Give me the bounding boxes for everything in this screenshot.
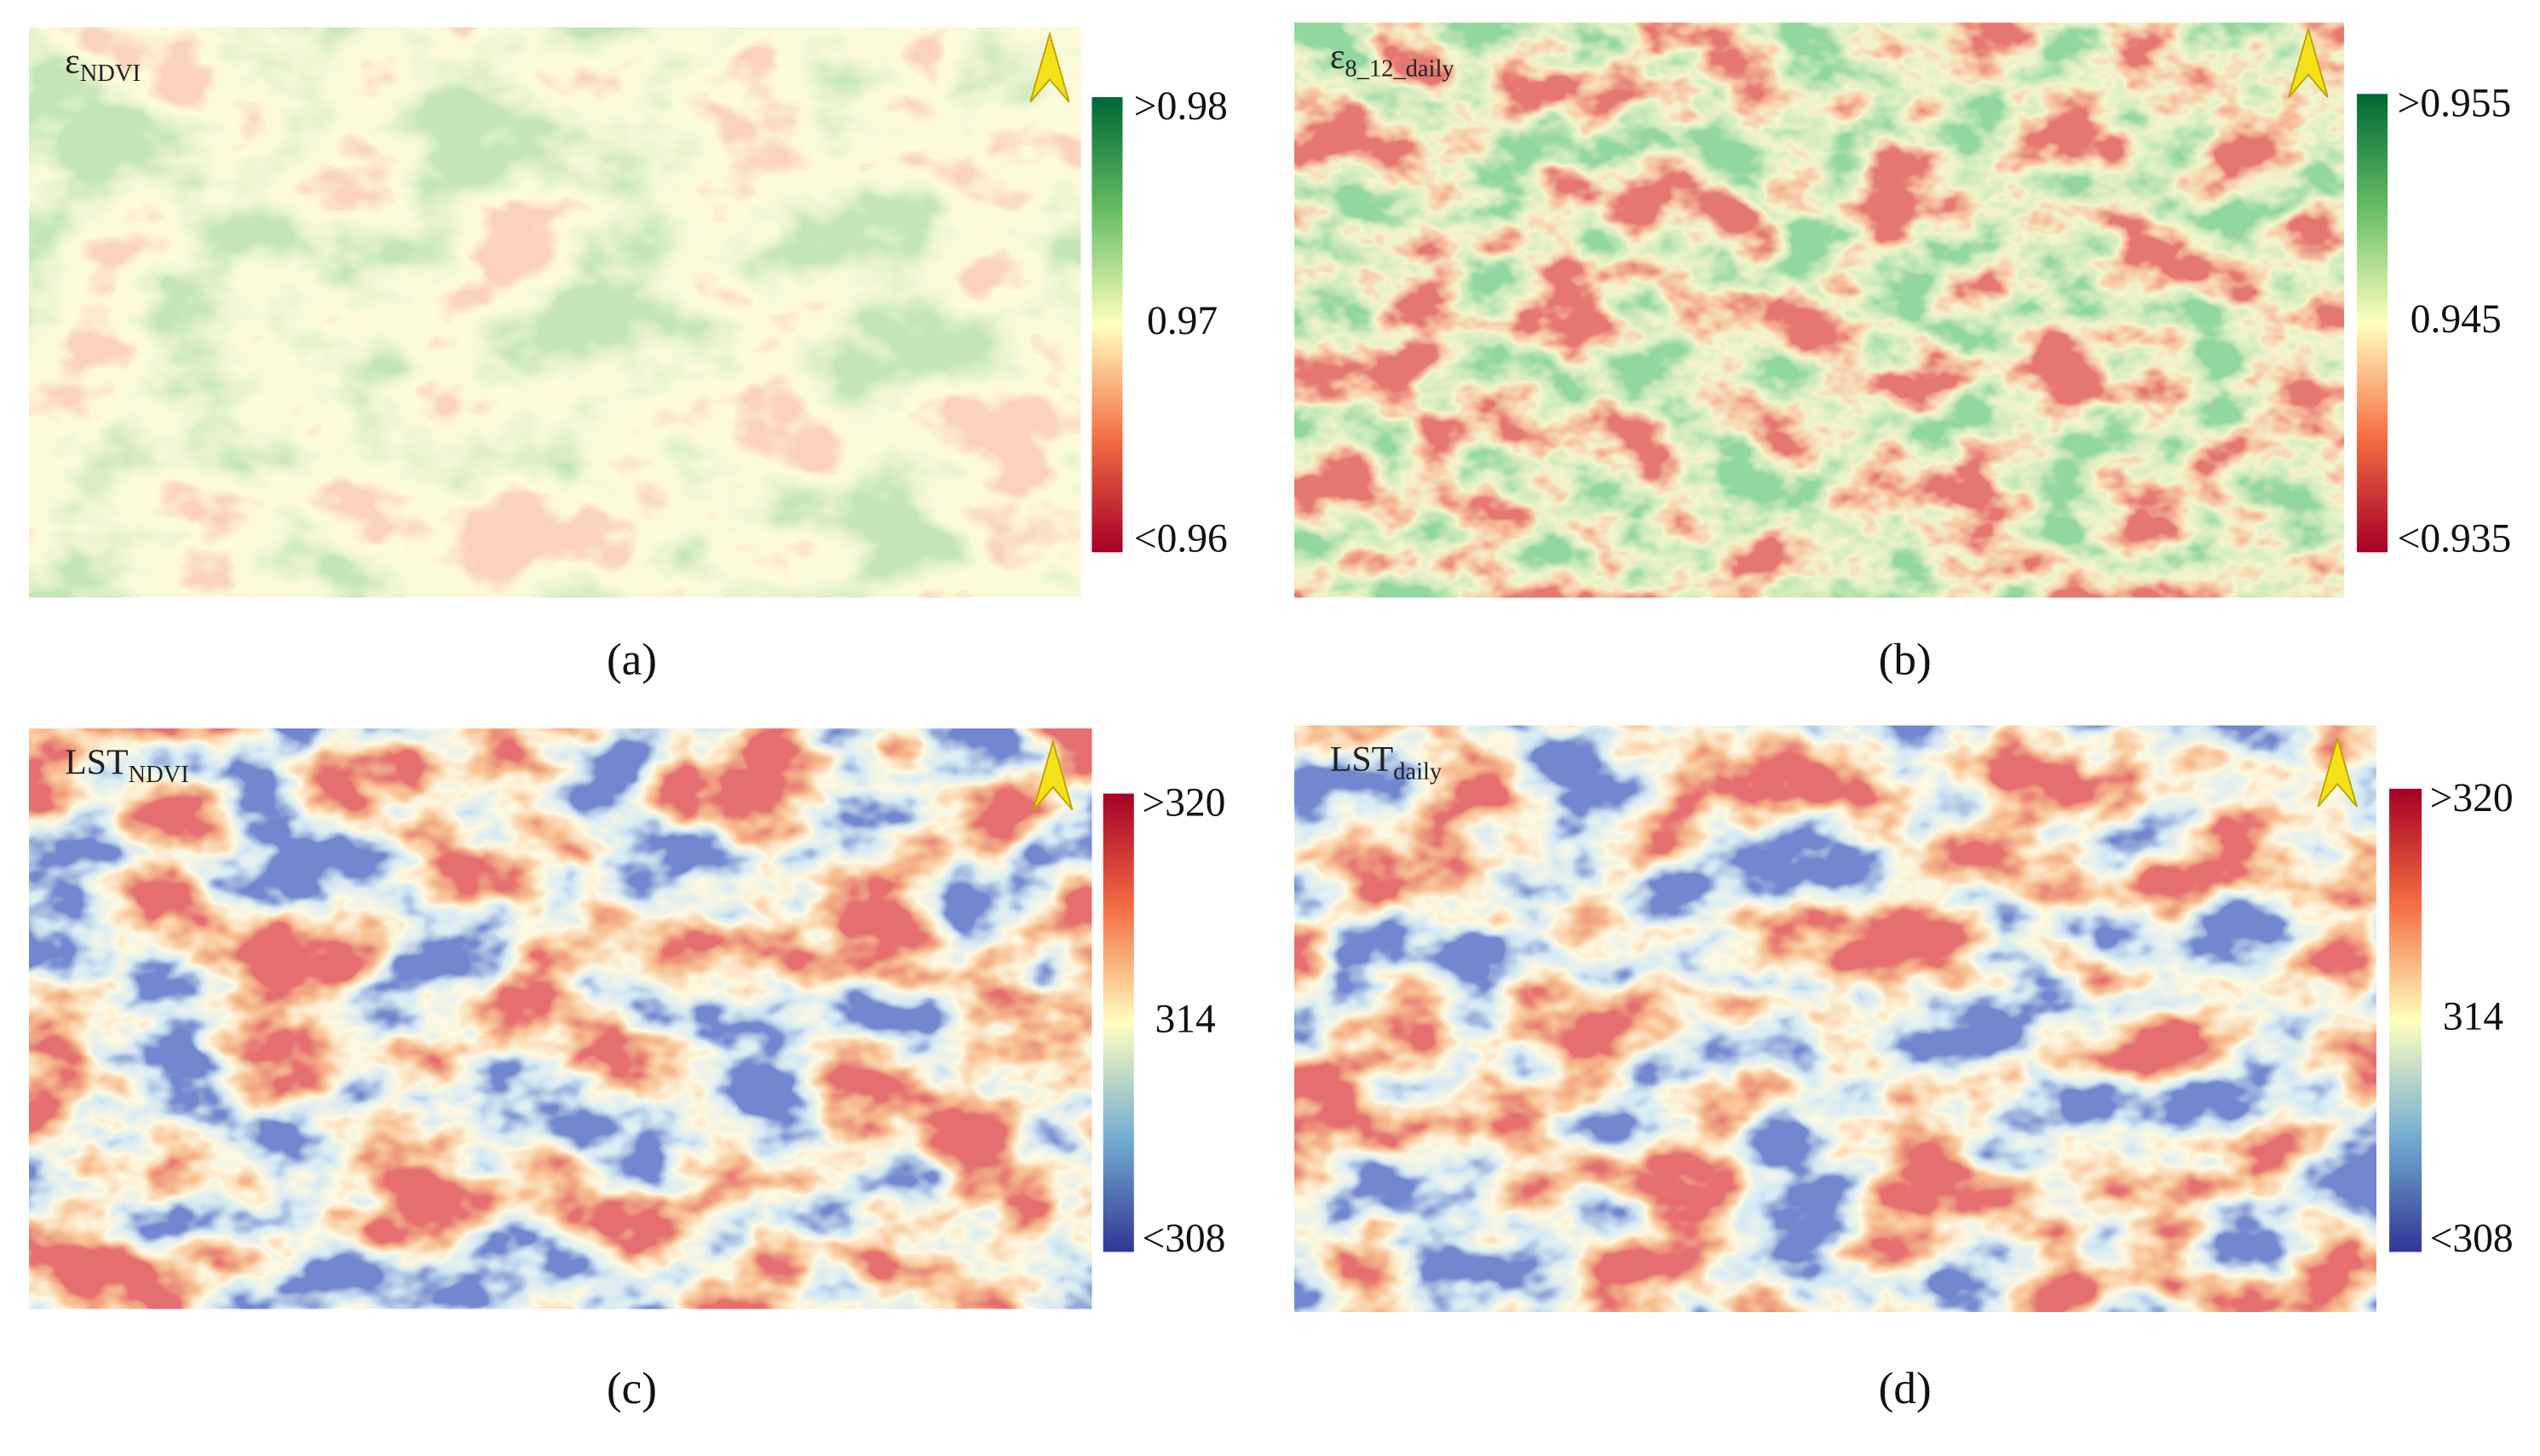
colorbar (2357, 94, 2388, 553)
colorbar (1091, 97, 1123, 553)
north-arrow (1029, 31, 1070, 103)
panel: εNDVI >0.98 0.97 <0.96 (a) (29, 27, 1228, 685)
north-arrow (2317, 735, 2358, 808)
map-label: LSTNDVI (65, 744, 189, 789)
panel-caption: (a) (607, 635, 657, 685)
colorbar-min-label: <308 (1142, 1217, 1225, 1261)
colorbar-mid-label: 0.945 (2410, 297, 2502, 342)
map-label-sub: NDVI (128, 762, 188, 788)
map-raster (1294, 725, 2376, 1312)
north-arrow (2288, 26, 2329, 98)
colorbar-min-label: <308 (2430, 1217, 2514, 1261)
map-label-main: ε (65, 43, 80, 82)
colorbar-mid-label: 314 (1155, 997, 1217, 1041)
map-raster (1294, 22, 2344, 598)
panel: LSTNDVI >320 314 <308 (c) (29, 728, 1225, 1413)
map-label-sub: NDVI (80, 60, 141, 87)
map-label: LSTdaily (1330, 740, 1443, 786)
map-label-sub: daily (1393, 758, 1443, 785)
north-arrow (1033, 739, 1074, 811)
colorbar-mid-label: 0.97 (1147, 299, 1218, 343)
panel-caption: (c) (607, 1363, 657, 1413)
map-label-main: LST (1330, 740, 1393, 780)
colorbar-max-label: >0.955 (2398, 81, 2512, 125)
colorbar-min-label: <0.935 (2398, 517, 2512, 561)
colorbar-max-label: >320 (1142, 781, 1225, 826)
map-label-main: LST (65, 744, 128, 783)
panel: LSTdaily >320 314 <308 (d) (1294, 725, 2514, 1413)
colorbar-min-label: <0.96 (1134, 517, 1228, 561)
map-raster (29, 27, 1081, 598)
map-label-sub: 8_12_daily (1345, 55, 1454, 82)
map-label-main: ε (1330, 37, 1345, 77)
map-label: εNDVI (65, 43, 141, 88)
colorbar-max-label: >320 (2430, 776, 2514, 820)
panel: ε8_12_daily >0.955 0.945 <0.935 (b) (1294, 22, 2512, 685)
panel-caption: (b) (1879, 635, 1932, 685)
colorbar (2389, 788, 2422, 1252)
map-raster (29, 728, 1092, 1309)
colorbar-max-label: >0.98 (1134, 84, 1228, 129)
map-label: ε8_12_daily (1330, 37, 1455, 83)
colorbar (1103, 793, 1134, 1252)
colorbar-mid-label: 314 (2443, 995, 2504, 1039)
panel-caption: (d) (1879, 1363, 1932, 1413)
